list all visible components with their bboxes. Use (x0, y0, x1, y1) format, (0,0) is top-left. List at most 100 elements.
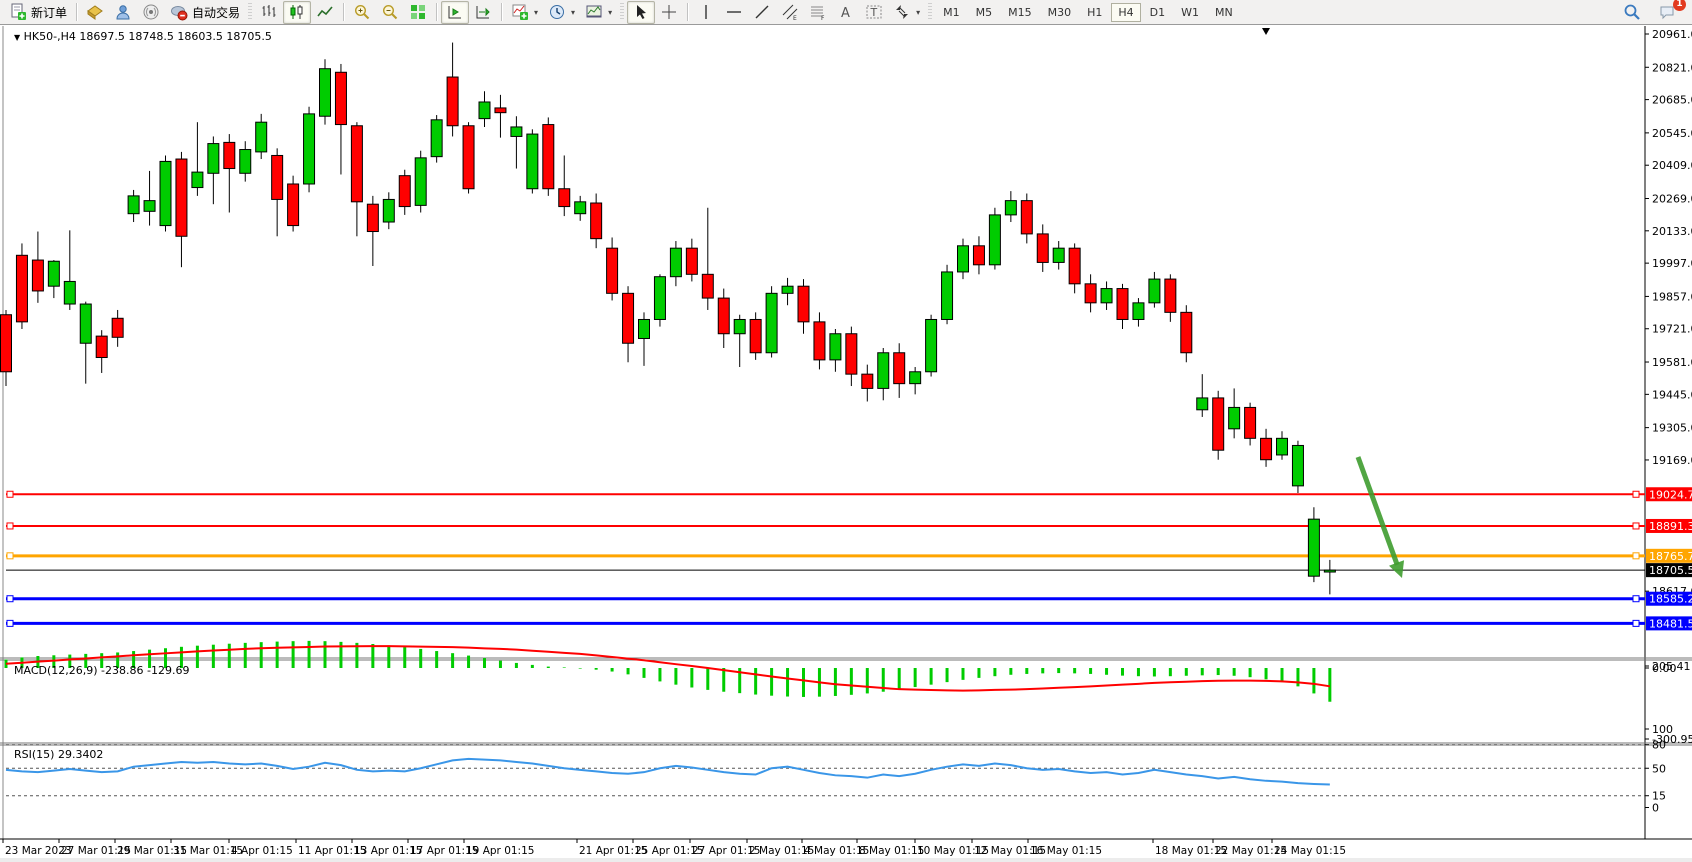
candle-body (1020, 200, 1033, 235)
dropdown-caret-icon[interactable]: ▾ (534, 7, 539, 17)
profiles-button[interactable] (109, 1, 137, 24)
timeframe-button-m15[interactable]: M15 (1008, 5, 1032, 19)
timeframe-button-h4[interactable]: H4 (1111, 2, 1141, 22)
svg-text:T: T (870, 6, 878, 19)
dropdown-caret-icon[interactable]: ▾ (571, 7, 576, 17)
price-level-badge-label: 18481.5 (1649, 617, 1692, 630)
templates-button[interactable]: ▾ (580, 1, 617, 24)
line-chart-button[interactable] (311, 1, 339, 24)
candle-body (1052, 247, 1065, 263)
arrows-icon (896, 5, 910, 19)
line-handle[interactable] (1632, 595, 1640, 603)
line-handle[interactable] (1632, 490, 1640, 498)
sound-button[interactable] (137, 1, 165, 24)
price-tick-label: 20545.0 (1652, 127, 1692, 140)
candle-body (0, 314, 12, 373)
chart-background (0, 26, 1692, 862)
candle-body (733, 318, 746, 335)
trendline-button[interactable] (748, 1, 776, 24)
main-toolbar: 新订单 自动交易 ▾ ▾ ▾ E F A T ▾ M1 M5 M15 M30 H1 H4 D1 W1 MN 1 (0, 0, 1692, 25)
auto-scroll-button[interactable] (469, 1, 497, 24)
price-level-badge-label: 18765.7 (1649, 550, 1692, 563)
chart-shift-button[interactable] (441, 0, 470, 24)
tile-windows-button[interactable] (404, 1, 432, 24)
timeframe-button-m1[interactable]: M1 (943, 5, 960, 19)
new-order-button[interactable]: 新订单 (4, 1, 72, 24)
candle-body (749, 318, 762, 354)
timeframe-button-d1[interactable]: D1 (1149, 5, 1166, 19)
candle-body (574, 201, 587, 215)
bar-chart-button[interactable] (255, 1, 283, 24)
crosshair-button[interactable] (655, 1, 683, 24)
candle-body (590, 202, 603, 240)
timeframe-button-mn[interactable]: MN (1215, 5, 1233, 19)
symbol-dropdown-icon[interactable]: ▼ (14, 33, 21, 42)
price-tick-label: 19169.0 (1652, 454, 1692, 467)
search-button[interactable] (1618, 1, 1646, 24)
notifications-button[interactable]: 1 (1654, 0, 1686, 24)
fibonacci-button[interactable]: F (804, 1, 832, 24)
vertical-line-button[interactable] (692, 1, 720, 24)
text-button[interactable]: A (832, 1, 860, 24)
trend-arrow-annotation[interactable] (1355, 456, 1400, 566)
candle-body (1068, 247, 1081, 285)
candle-body (478, 101, 491, 120)
price-level-badge (1646, 518, 1692, 533)
candle-body (669, 247, 682, 278)
svg-text:E: E (793, 15, 797, 21)
time-tick-label: 17 Apr 01:15 (410, 845, 478, 857)
price-tick-label: 19305.0 (1652, 422, 1692, 435)
timeframe-button-w1[interactable]: W1 (1181, 5, 1199, 19)
autotrading-button[interactable]: 自动交易 (165, 1, 245, 24)
horizontal-line-button[interactable] (720, 1, 748, 24)
timeframe-button-m30[interactable]: M30 (1047, 5, 1072, 19)
line-handle[interactable] (6, 490, 14, 498)
candle-body (1307, 518, 1320, 577)
candle-body (941, 271, 954, 320)
dropdown-caret-icon[interactable]: ▾ (608, 7, 613, 17)
trend-arrow-head[interactable] (1389, 560, 1405, 578)
line-handle[interactable] (1632, 552, 1640, 560)
line-handle[interactable] (6, 595, 14, 603)
time-tick-label: 19 Apr 01:15 (466, 845, 534, 857)
time-tick-label: 4 May 01:15 (804, 845, 869, 857)
time-tick-label: 25 Apr 01:15 (635, 845, 703, 857)
time-tick-label: 23 Mar 2023 (5, 845, 72, 857)
toolbar-separator (76, 3, 78, 21)
candle-body (717, 297, 730, 335)
indicators-button[interactable]: ▾ (506, 1, 543, 24)
line-handle[interactable] (6, 552, 14, 560)
candle-body (223, 141, 236, 170)
candle-body (47, 260, 60, 287)
price-level-badge (1646, 548, 1692, 563)
candle-body (558, 188, 571, 208)
line-handle[interactable] (6, 522, 14, 530)
price-level-badge (1646, 591, 1692, 606)
cursor-button[interactable] (627, 0, 656, 24)
time-tick-label: 2 May 01:15 (749, 845, 814, 857)
candle-body (638, 318, 650, 339)
price-tick-label: 19445.0 (1652, 388, 1692, 401)
chart-window[interactable]: 20961.0 20821.0 20685.0 20545.0 20409.0 20269… (0, 26, 1692, 862)
line-handle[interactable] (1632, 619, 1640, 627)
arrows-button[interactable]: ▾ (888, 1, 925, 24)
time-tick-label: 24 May 01:15 (1274, 845, 1346, 857)
price-level-badge-label: 18585.2 (1649, 593, 1692, 606)
dropdown-caret-icon[interactable]: ▾ (916, 7, 921, 17)
chart-shift-marker-icon[interactable] (1262, 28, 1270, 35)
periods-button[interactable]: ▾ (543, 1, 580, 24)
time-tick-label: 4 Apr 01:15 (231, 845, 293, 857)
line-handle[interactable] (6, 619, 14, 627)
timeframe-button-m5[interactable]: M5 (975, 5, 993, 19)
market-watch-button[interactable] (81, 1, 109, 24)
zoom-out-button[interactable] (376, 1, 404, 24)
timeframe-button-h1[interactable]: H1 (1087, 5, 1103, 19)
zoom-in-button[interactable] (348, 1, 376, 24)
line-handle[interactable] (1632, 522, 1640, 530)
candle-body (1260, 437, 1273, 461)
text-label-button[interactable]: T (860, 1, 888, 24)
channel-button[interactable]: E (776, 1, 804, 24)
candlestick-chart-button[interactable] (283, 0, 312, 24)
chart-canvas[interactable]: 20961.0 20821.0 20685.0 20545.0 20409.0 20269… (0, 26, 1692, 862)
